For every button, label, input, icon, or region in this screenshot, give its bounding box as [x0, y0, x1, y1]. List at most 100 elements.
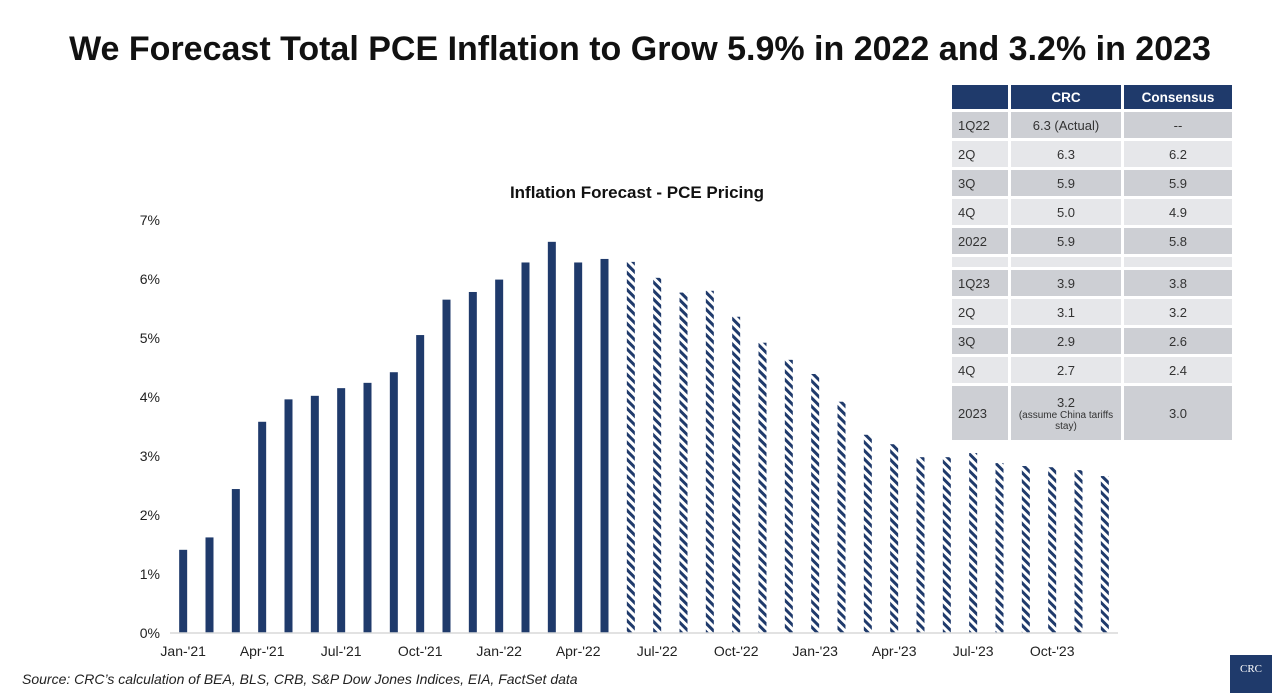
chart-title: Inflation Forecast - PCE Pricing — [510, 183, 764, 202]
table-row: 3Q 2.9 2.6 — [952, 328, 1232, 354]
bar-Jun-23 — [942, 457, 951, 633]
header-consensus: Consensus — [1124, 85, 1232, 109]
row-label — [952, 257, 1008, 267]
source-note: Source: CRC’s calculation of BEA, BLS, C… — [22, 671, 578, 687]
bar-Mar-21 — [231, 489, 240, 633]
bar-Jun-22 — [626, 261, 635, 633]
crc-value-text: 3.1 — [1056, 304, 1076, 320]
forecast-table: CRC Consensus 1Q22 6.3 (Actual) -- 2Q 6.3 6.2… — [949, 82, 1235, 443]
bar-Apr-22 — [574, 262, 583, 633]
bar-Feb-21 — [205, 537, 214, 633]
crc-logo: CRC — [1230, 655, 1272, 693]
bar-Nov-21 — [442, 299, 451, 633]
bar-Apr-21 — [258, 421, 267, 633]
bar-Sep-23 — [1021, 466, 1030, 633]
x-tick-label: Jul-'22 — [637, 643, 678, 659]
bar-Jun-21 — [310, 395, 319, 633]
crc-value-text: 6.3 — [1056, 146, 1076, 162]
table-row: 2Q 3.1 3.2 — [952, 299, 1232, 325]
x-tick-label: Jan-'23 — [792, 643, 838, 659]
y-tick-label: 4% — [140, 389, 160, 405]
row-label: 4Q — [952, 357, 1008, 383]
consensus-value: 4.9 — [1124, 199, 1232, 225]
crc-value: 2.9 — [1011, 328, 1121, 354]
table-row: 2Q 6.3 6.2 — [952, 141, 1232, 167]
y-tick-label: 1% — [140, 566, 160, 582]
crc-value-text: 6.3 (Actual) — [1032, 117, 1100, 133]
consensus-value — [1124, 257, 1232, 267]
consensus-value: 5.8 — [1124, 228, 1232, 254]
row-label: 1Q22 — [952, 112, 1008, 138]
bar-Aug-22 — [679, 292, 688, 633]
consensus-value: 5.9 — [1124, 170, 1232, 196]
table-row: 1Q22 6.3 (Actual) -- — [952, 112, 1232, 138]
bar-Dec-23 — [1100, 476, 1109, 633]
y-tick-label: 5% — [140, 330, 160, 346]
bar-Dec-22 — [784, 359, 793, 633]
crc-value: 3.2 (assume China tariffs stay) — [1011, 386, 1121, 440]
consensus-value: 6.2 — [1124, 141, 1232, 167]
x-tick-label: Oct-'22 — [714, 643, 759, 659]
table-row: 4Q 2.7 2.4 — [952, 357, 1232, 383]
row-label: 3Q — [952, 170, 1008, 196]
crc-value-text: 3.9 — [1056, 275, 1076, 291]
table-row: 4Q 5.0 4.9 — [952, 199, 1232, 225]
x-tick-label: Jan-'22 — [476, 643, 522, 659]
bar-Apr-23 — [890, 444, 899, 633]
y-tick-label: 2% — [140, 507, 160, 523]
x-tick-label: Apr-'21 — [240, 643, 285, 659]
header-crc: CRC — [1011, 85, 1121, 109]
crc-value: 6.3 (Actual) — [1011, 112, 1121, 138]
bar-Jul-23 — [969, 453, 978, 633]
consensus-value: -- — [1124, 112, 1232, 138]
consensus-value: 2.6 — [1124, 328, 1232, 354]
crc-value: 5.9 — [1011, 170, 1121, 196]
bar-Oct-21 — [416, 335, 425, 633]
bar-Aug-21 — [363, 382, 372, 633]
bar-Nov-22 — [758, 342, 767, 633]
bar-Aug-23 — [995, 463, 1004, 633]
row-label: 2Q — [952, 299, 1008, 325]
x-tick-label: Apr-'23 — [872, 643, 917, 659]
crc-value: 3.9 — [1011, 270, 1121, 296]
header-blank — [952, 85, 1008, 109]
x-tick-label: Jul-'21 — [321, 643, 362, 659]
crc-value: 6.3 — [1011, 141, 1121, 167]
table-row: 1Q23 3.9 3.8 — [952, 270, 1232, 296]
crc-value-text: 5.9 — [1056, 175, 1076, 191]
bar-Mar-23 — [863, 434, 872, 633]
consensus-value: 3.0 — [1124, 386, 1232, 440]
crc-value: 2.7 — [1011, 357, 1121, 383]
bar-Jan-21 — [179, 549, 188, 633]
bar-May-22 — [600, 258, 609, 633]
crc-value-text: 5.0 — [1056, 204, 1076, 220]
bar-Sep-21 — [389, 372, 398, 633]
crc-value: 5.0 — [1011, 199, 1121, 225]
bar-Oct-23 — [1048, 467, 1057, 633]
consensus-value: 3.2 — [1124, 299, 1232, 325]
row-label: 4Q — [952, 199, 1008, 225]
table-row: 3Q 5.9 5.9 — [952, 170, 1232, 196]
bar-Jul-22 — [653, 277, 662, 633]
x-tick-label: Oct-'23 — [1030, 643, 1075, 659]
bar-May-21 — [284, 399, 293, 633]
bar-Nov-23 — [1074, 470, 1083, 633]
crc-value-text: 3.2 — [1056, 394, 1076, 410]
crc-value: 5.9 — [1011, 228, 1121, 254]
row-label: 1Q23 — [952, 270, 1008, 296]
bar-Dec-21 — [468, 291, 477, 633]
table-row: 2022 5.9 5.8 — [952, 228, 1232, 254]
bar-May-23 — [916, 457, 925, 633]
crc-value-text: 5.9 — [1056, 233, 1076, 249]
bar-Sep-22 — [705, 290, 714, 633]
x-tick-label: Jul-'23 — [953, 643, 994, 659]
x-tick-label: Jan-'21 — [160, 643, 206, 659]
crc-value: 3.1 — [1011, 299, 1121, 325]
bar-Oct-22 — [732, 316, 741, 633]
crc-note: (assume China tariffs stay) — [1018, 409, 1114, 432]
crc-value-text: 2.7 — [1056, 362, 1076, 378]
x-tick-label: Apr-'22 — [556, 643, 601, 659]
bar-Jul-21 — [337, 388, 346, 633]
row-label: 3Q — [952, 328, 1008, 354]
